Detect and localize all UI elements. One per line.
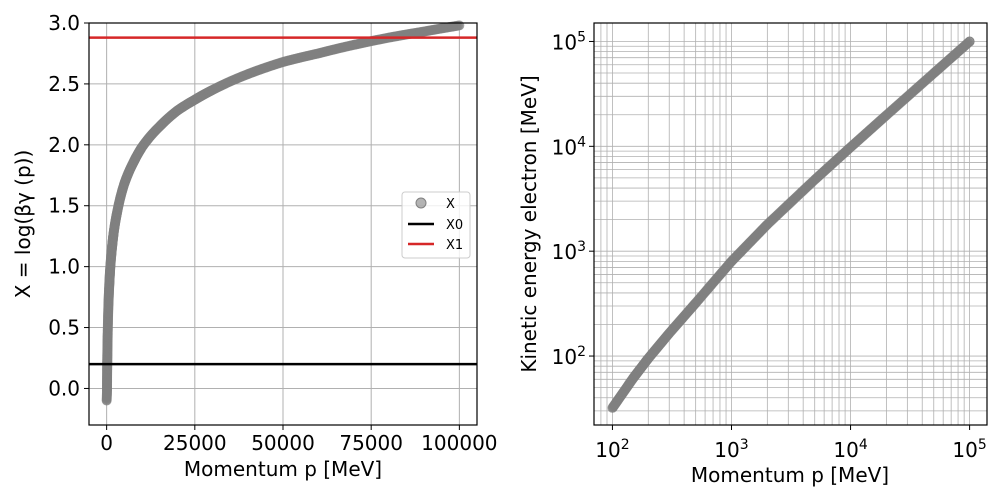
left-y-tick-label: 0.5 (48, 316, 80, 340)
right-x-tick-label: 104 (833, 437, 867, 462)
right-y-tick-label: 102 (552, 344, 586, 369)
left-plot-xlabel: Momentum p [MeV] (184, 457, 382, 481)
left-y-tick-label: 0.0 (48, 376, 80, 400)
legend-label-x0: X0 (446, 218, 463, 233)
left-x-tick-label: 0 (100, 431, 113, 455)
legend-marker-x (415, 197, 427, 209)
right-y-tick-label: 103 (552, 239, 586, 264)
left-plot-points (101, 20, 465, 406)
left-plot: 0 25000 50000 75000 100000 0.0 0.5 1.0 1.5 2.0 2.5… (11, 11, 498, 481)
right-plot-ylabel: Kinetic energy electron [MeV] (517, 75, 541, 372)
right-plot-points (607, 36, 975, 413)
right-x-tick-label: 102 (595, 437, 629, 462)
legend-box (401, 191, 471, 259)
right-plot: 102 103 104 105 102 103 104 105 Momentum p [MeV… (517, 22, 988, 487)
right-plot-xlabel: Momentum p [MeV] (691, 463, 889, 487)
left-x-tick-label: 75000 (339, 431, 403, 455)
left-y-tick-label: 1.5 (48, 194, 80, 218)
left-x-tick-label: 100000 (421, 431, 497, 455)
left-data-point (454, 20, 465, 31)
left-plot-hlines (89, 36, 477, 366)
right-plot-frame (593, 22, 988, 426)
left-plot-ticks: 0 25000 50000 75000 100000 0.0 0.5 1.0 1.5 2.0 2.5… (48, 11, 497, 455)
left-y-tick-label: 2.5 (48, 72, 80, 96)
right-y-tick-label: 105 (552, 29, 586, 54)
right-y-tick-label: 104 (552, 134, 586, 159)
left-plot-ylabel: X = log(βγ (p)) (11, 150, 35, 299)
left-y-tick-label: 1.0 (48, 255, 80, 279)
left-x-tick-label: 50000 (251, 431, 315, 455)
right-x-tick-label: 105 (952, 437, 986, 462)
right-plot-grid (593, 23, 987, 425)
legend-label-x1: X1 (446, 238, 463, 253)
left-x-tick-label: 25000 (163, 431, 227, 455)
right-x-tick-label: 103 (714, 437, 748, 462)
right-plot-ticks: 102 103 104 105 102 103 104 105 (552, 29, 987, 462)
left-y-tick-label: 2.0 (48, 133, 80, 157)
legend-label-x: X (446, 197, 455, 212)
left-data-point (101, 386, 112, 397)
right-data-point (964, 36, 975, 47)
left-y-tick-label: 3.0 (48, 11, 80, 35)
legend: X X0 X1 (401, 191, 471, 259)
